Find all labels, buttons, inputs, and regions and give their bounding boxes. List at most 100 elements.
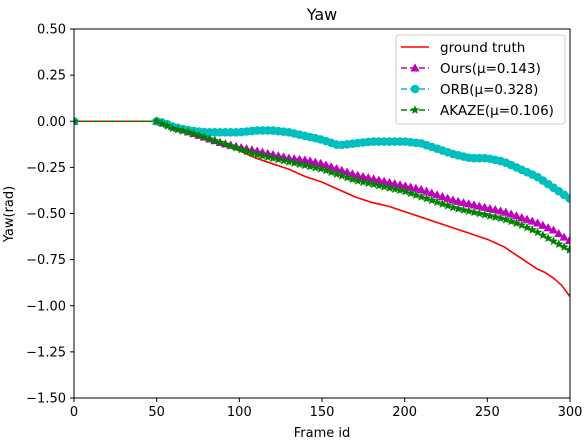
data-point xyxy=(511,218,521,228)
y-tick-label: −0.25 xyxy=(26,161,66,176)
legend-label: Ours(μ=0.143) xyxy=(440,61,541,77)
data-point xyxy=(432,190,442,199)
data-point xyxy=(448,202,458,212)
data-point xyxy=(411,190,421,200)
data-point xyxy=(469,207,479,217)
data-point xyxy=(305,156,315,165)
data-point xyxy=(300,155,310,164)
data-point xyxy=(162,121,172,130)
data-point xyxy=(331,163,342,173)
legend-item: ORB(μ=0.328) xyxy=(401,82,538,98)
data-point xyxy=(226,141,236,150)
data-point xyxy=(337,165,347,174)
data-point xyxy=(384,183,395,192)
data-point xyxy=(379,176,389,185)
data-point xyxy=(522,222,532,232)
data-point xyxy=(358,177,368,186)
data-point xyxy=(506,209,516,218)
data-point xyxy=(279,155,289,165)
data-point xyxy=(427,195,437,205)
data-point xyxy=(374,180,384,190)
y-axis-label: Yaw(rad) xyxy=(2,186,17,243)
data-point xyxy=(321,165,331,175)
data-point xyxy=(554,229,564,238)
data-point xyxy=(406,188,416,198)
legend-label: AKAZE(μ=0.106) xyxy=(440,103,554,119)
data-point xyxy=(458,205,469,214)
data-point xyxy=(485,211,495,220)
data-point xyxy=(183,127,193,136)
plot-area xyxy=(74,116,570,297)
data-point xyxy=(495,213,506,223)
series-3 xyxy=(74,116,570,203)
data-point xyxy=(559,242,569,251)
data-point xyxy=(353,176,363,185)
data-point xyxy=(406,182,416,191)
data-point xyxy=(390,179,400,188)
data-point xyxy=(236,144,246,154)
data-point xyxy=(527,216,537,225)
data-point xyxy=(199,132,209,142)
data-point xyxy=(194,130,204,140)
legend-item: ground truth xyxy=(401,40,525,56)
data-point xyxy=(543,223,553,232)
data-point xyxy=(363,178,373,188)
data-point xyxy=(474,201,484,210)
data-point xyxy=(400,181,410,190)
data-point xyxy=(400,186,410,196)
y-tick-label: −0.50 xyxy=(26,207,66,222)
data-point xyxy=(522,214,532,223)
y-tick-label: −1.25 xyxy=(26,345,66,360)
data-point xyxy=(74,116,79,126)
data-point xyxy=(353,170,363,179)
data-point xyxy=(384,177,395,186)
data-point xyxy=(437,191,447,201)
data-point xyxy=(390,184,400,194)
data-point xyxy=(474,208,484,218)
data-point xyxy=(231,143,241,152)
data-point xyxy=(501,207,511,216)
legend-label: ORB(μ=0.328) xyxy=(440,82,538,98)
data-point xyxy=(263,152,273,161)
data-point xyxy=(480,202,490,211)
data-point xyxy=(437,199,447,208)
y-tick-label: 0.00 xyxy=(37,115,66,130)
data-point xyxy=(289,158,299,167)
data-point xyxy=(453,204,463,213)
legend-item: Ours(μ=0.143) xyxy=(401,61,541,77)
data-point xyxy=(316,158,326,167)
data-point xyxy=(273,154,283,164)
data-point xyxy=(342,172,352,182)
data-point xyxy=(358,171,368,180)
data-point xyxy=(501,214,511,224)
data-point xyxy=(495,206,506,215)
data-point xyxy=(564,236,570,245)
data-point xyxy=(363,173,373,182)
data-point xyxy=(379,181,389,191)
data-point xyxy=(527,225,537,234)
data-point xyxy=(554,239,564,249)
x-tick-label: 150 xyxy=(310,405,335,420)
data-point xyxy=(167,123,178,133)
data-point xyxy=(242,146,252,156)
data-point xyxy=(189,128,199,138)
data-point xyxy=(342,167,352,176)
data-point xyxy=(395,185,405,195)
data-point xyxy=(300,160,310,170)
data-point xyxy=(210,135,220,145)
x-tick-label: 300 xyxy=(558,405,583,420)
data-point xyxy=(157,118,167,128)
data-point xyxy=(284,157,294,166)
data-point xyxy=(565,193,570,203)
data-point xyxy=(368,174,379,183)
data-point xyxy=(178,126,188,135)
data-point xyxy=(485,203,495,213)
data-point xyxy=(257,151,268,160)
data-point xyxy=(173,124,183,134)
legend-item: AKAZE(μ=0.106) xyxy=(401,103,554,119)
data-point xyxy=(506,216,516,226)
data-point xyxy=(490,205,500,214)
data-point xyxy=(321,160,331,169)
data-point xyxy=(252,149,262,159)
data-point xyxy=(564,245,570,254)
